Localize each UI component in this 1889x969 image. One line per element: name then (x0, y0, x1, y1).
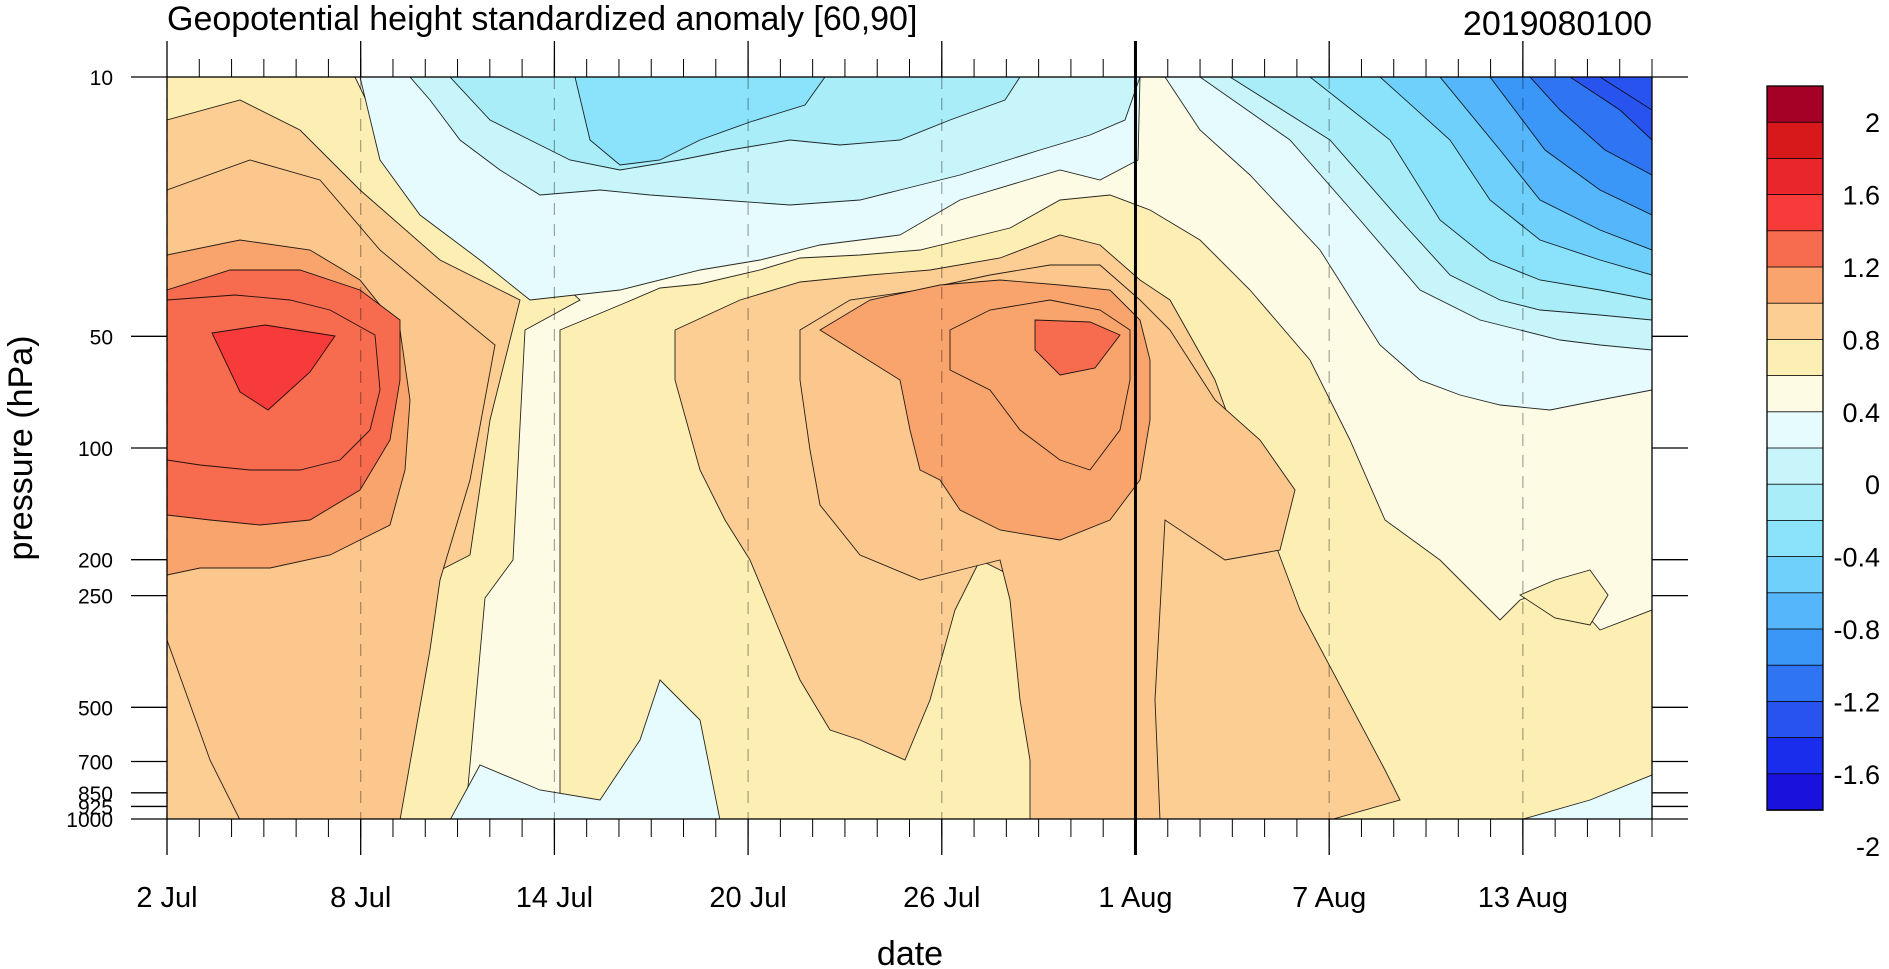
colorbar-swatch-18 (1766, 737, 1824, 775)
x-tick-label-5: 1 Aug (1098, 882, 1172, 914)
x-tick-marks (166, 41, 1653, 855)
colorbar-swatch-7 (1766, 338, 1824, 377)
x-tick-label-2: 14 Jul (516, 882, 593, 914)
contour-fill-neg-0-c (450, 679, 721, 819)
colorbar-label-9: -1.6 (1833, 760, 1880, 790)
colorbar-swatch-19 (1766, 773, 1824, 811)
colorbar-swatch-6 (1766, 302, 1824, 341)
colorbar-swatch-8 (1766, 375, 1824, 413)
colorbar (1766, 85, 1824, 811)
chart-title: Geopotential height standardized anomaly… (167, 0, 917, 38)
y-tick-label-3: 200 (78, 550, 113, 573)
colorbar-swatch-2 (1766, 157, 1824, 196)
contour-fill-neg-0.6 (574, 77, 826, 166)
colorbar-swatch-4 (1766, 230, 1824, 268)
colorbar-swatch-17 (1766, 701, 1824, 739)
colorbar-swatch-10 (1766, 447, 1824, 485)
colorbar-swatch-11 (1766, 483, 1824, 522)
colorbar-frame (1766, 85, 1824, 811)
colorbar-label-7: -0.8 (1833, 615, 1880, 645)
colorbar-label-3: 0.8 (1842, 325, 1880, 355)
x-tick-label-0: 2 Jul (136, 882, 197, 914)
contour-fill-0.2-island (1519, 569, 1609, 626)
y-tick-label-1: 50 (90, 326, 113, 349)
y-tick-label-2: 100 (78, 438, 113, 461)
y-tick-label-0: 10 (90, 67, 113, 90)
y-axis-label: pressure (hPa) (2, 336, 40, 561)
colorbar-swatch-5 (1766, 266, 1824, 304)
colorbar-label-4: 0.4 (1842, 398, 1880, 428)
colorbar-swatch-1 (1766, 121, 1824, 160)
colorbar-swatch-15 (1766, 628, 1824, 666)
colorbar-label-10: -2 (1856, 832, 1880, 862)
date-stamp: 2019080100 (1463, 5, 1652, 43)
colorbar-label-2: 1.2 (1842, 253, 1880, 283)
y-tick-label-4: 250 (78, 586, 113, 609)
y-tick-marks (131, 76, 1688, 820)
x-tick-label-7: 13 Aug (1478, 882, 1568, 914)
contour-fill-neg-1.8 (1599, 77, 1652, 111)
y-tick-label-8: 925 (78, 796, 113, 819)
contour-fill-1.4 (211, 324, 336, 411)
x-tick-label-4: 26 Jul (903, 882, 980, 914)
colorbar-swatch-0 (1766, 85, 1824, 123)
y-tick-label-6: 700 (78, 752, 113, 775)
colorbar-label-0: 2 (1865, 108, 1880, 138)
colorbar-label-8: -1.2 (1833, 687, 1880, 717)
contour-fill-neg-0-d (1521, 774, 1652, 819)
colorbar-swatch-3 (1766, 194, 1824, 232)
contour-fill-1.2-b (1034, 319, 1121, 376)
colorbar-swatch-12 (1766, 520, 1824, 558)
colorbar-swatch-16 (1766, 664, 1824, 703)
y-tick-label-9: 1000 (66, 809, 113, 832)
y-tick-label-7: 850 (78, 783, 113, 806)
x-tick-label-1: 8 Jul (330, 882, 391, 914)
colorbar-swatch-13 (1766, 556, 1824, 594)
contour-field (167, 77, 1652, 819)
colorbar-swatch-14 (1766, 592, 1824, 630)
colorbar-label-6: -0.4 (1833, 543, 1880, 573)
x-axis-label: date (877, 935, 943, 969)
colorbar-label-1: 1.6 (1842, 181, 1880, 211)
x-tick-label-6: 7 Aug (1292, 882, 1366, 914)
colorbar-label-5: 0 (1865, 470, 1880, 500)
y-tick-label-5: 500 (78, 697, 113, 720)
colorbar-swatch-9 (1766, 411, 1824, 449)
x-tick-labels: 2 Jul 8 Jul 14 Jul 20 Jul 26 Jul 1 Aug 7 Aug 13… (136, 882, 1568, 914)
x-tick-label-3: 20 Jul (709, 882, 786, 914)
colorbar-labels: 2 1.6 1.2 0.8 0.4 0 -0.4 -0.8 -1.2 -1.6 -2 (1833, 108, 1880, 862)
